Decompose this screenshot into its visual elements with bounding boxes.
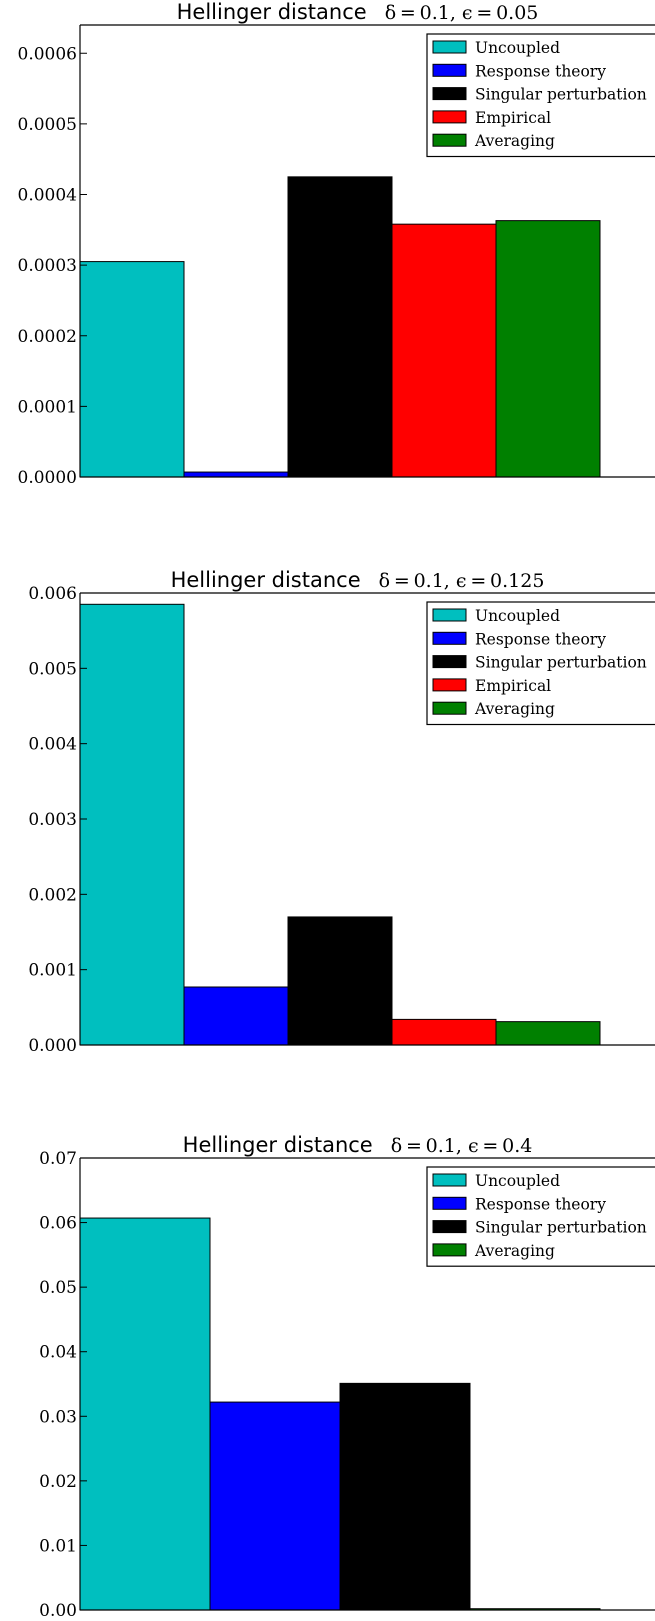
- legend-label: Singular perturbation: [475, 86, 647, 104]
- chart-title: Hellinger distance δ = 0.1, ϵ = 0.125: [171, 568, 545, 592]
- chart-panel-3: Hellinger distance δ = 0.1, ϵ = 0.4 0.00 0.…: [39, 1133, 655, 1621]
- bar-uncoupled: [79, 261, 185, 478]
- legend-label: Response theory: [475, 630, 606, 648]
- bar-response-theory: [183, 471, 289, 478]
- bar-empirical: [391, 223, 497, 478]
- y-tick-label: 0.0001: [18, 397, 77, 417]
- legend-swatch: [432, 40, 467, 54]
- legend-label: Uncoupled: [475, 607, 560, 625]
- y-tick-label: 0.001: [28, 961, 77, 981]
- legend-swatch: [432, 608, 467, 622]
- legend-swatch: [432, 1173, 467, 1187]
- legend-swatch: [432, 1220, 467, 1234]
- y-tick-label: 0.02: [39, 1472, 77, 1492]
- bar-averaging: [495, 220, 601, 478]
- legend-box: [426, 33, 655, 158]
- legend-swatch: [432, 1196, 467, 1210]
- legend-swatch: [432, 678, 467, 692]
- legend-swatch: [432, 1243, 467, 1257]
- y-tick-label: 0.0003: [18, 256, 77, 276]
- chart-panel-2: Hellinger distance δ = 0.1, ϵ = 0.125 0.00…: [28, 568, 655, 1056]
- bar-averaging: [495, 1021, 601, 1046]
- y-tick-label: 0.00: [39, 1601, 77, 1621]
- legend-swatch: [432, 110, 467, 124]
- y-tick-label: 0.002: [28, 885, 77, 905]
- legend-label: Empirical: [475, 109, 551, 127]
- legend-label: Response theory: [475, 1195, 606, 1213]
- y-tick-label: 0.0006: [18, 44, 77, 64]
- y-tick-label: 0.0000: [18, 468, 77, 488]
- bar-singular-perturbation: [287, 176, 393, 478]
- legend-label: Uncoupled: [475, 1172, 560, 1190]
- y-tick-label: 0.000: [28, 1036, 77, 1056]
- legend-label: Uncoupled: [475, 39, 560, 57]
- legend-swatch: [432, 133, 467, 147]
- bar-uncoupled: [79, 603, 185, 1046]
- legend-swatch: [432, 631, 467, 645]
- y-tick-label: 0.0005: [18, 115, 77, 135]
- y-tick-label: 0.004: [28, 735, 77, 755]
- legend-swatch: [432, 63, 467, 77]
- y-tick-label: 0.003: [28, 810, 77, 830]
- chart-title: Hellinger distance δ = 0.1, ϵ = 0.4: [183, 1133, 533, 1157]
- legend-swatch: [432, 655, 467, 669]
- legend-label: Empirical: [475, 677, 551, 695]
- bar-empirical: [391, 1018, 497, 1046]
- bar-uncoupled: [79, 1217, 211, 1611]
- bar-response-theory: [183, 986, 289, 1046]
- y-tick-label: 0.05: [39, 1278, 77, 1298]
- y-tick-label: 0.03: [39, 1407, 77, 1427]
- bar-singular-perturbation: [287, 916, 393, 1046]
- y-tick-label: 0.0002: [18, 327, 77, 347]
- y-tick-label: 0.006: [28, 584, 77, 604]
- legend-swatch: [432, 87, 467, 101]
- legend-label: Singular perturbation: [475, 1219, 647, 1237]
- y-tick-label: 0.07: [39, 1149, 77, 1169]
- legend-label: Averaging: [474, 700, 555, 718]
- y-tick-label: 0.06: [39, 1214, 77, 1234]
- legend-label: Averaging: [474, 132, 555, 150]
- y-tick-label: 0.04: [39, 1343, 77, 1363]
- legend-label: Response theory: [475, 62, 606, 80]
- legend-label: Averaging: [474, 1242, 555, 1260]
- bar-response-theory: [209, 1401, 341, 1611]
- chart-panel-1: Hellinger distance δ = 0.1, ϵ = 0.05 0.000…: [18, 0, 655, 488]
- bar-singular-perturbation: [339, 1382, 471, 1611]
- chart-title: Hellinger distance δ = 0.1, ϵ = 0.05: [177, 0, 539, 24]
- y-tick-label: 0.005: [28, 659, 77, 679]
- legend-swatch: [432, 701, 467, 715]
- y-tick-label: 0.01: [39, 1536, 77, 1556]
- legend-label: Singular perturbation: [475, 654, 647, 672]
- y-tick-label: 0.0004: [18, 186, 77, 206]
